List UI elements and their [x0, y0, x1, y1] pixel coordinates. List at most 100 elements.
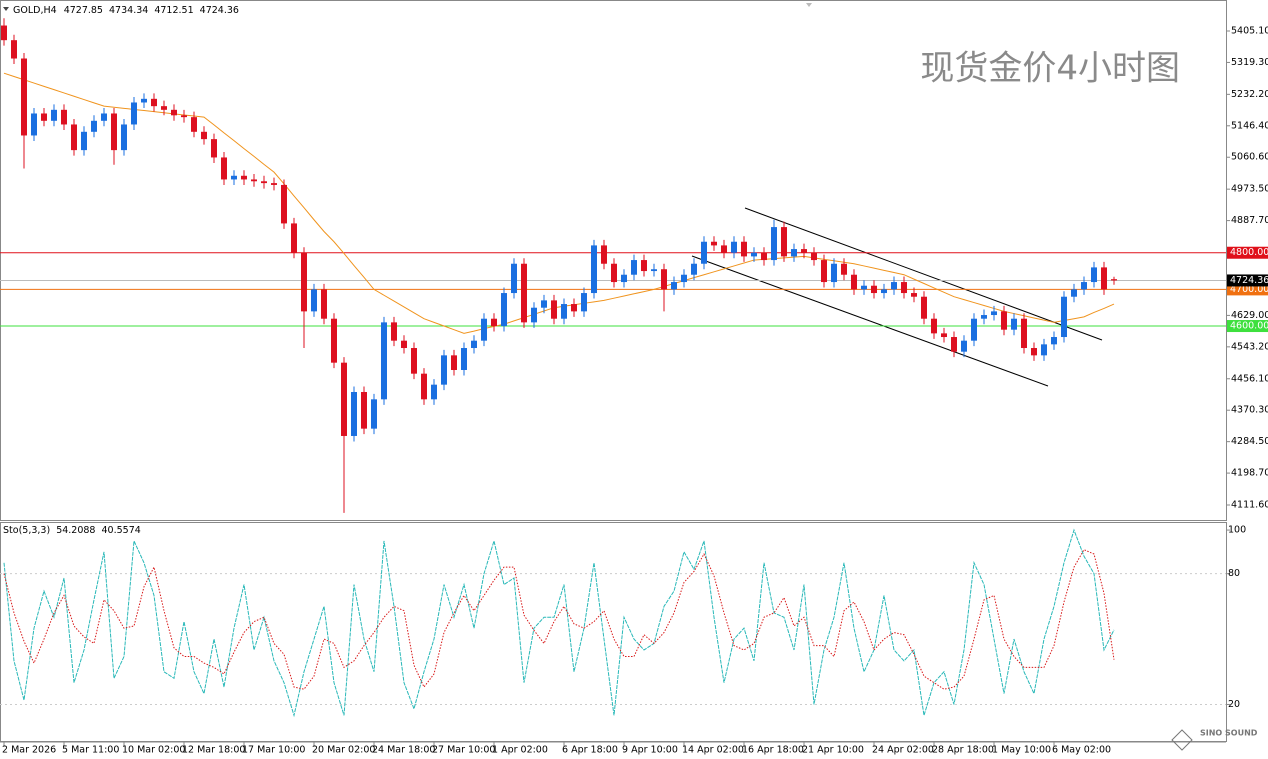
x-tick-label: 28 Apr 18:00	[932, 745, 994, 756]
y-tick-label: 4629.00	[1231, 310, 1268, 321]
candle-body	[231, 175, 237, 180]
candle-body	[771, 227, 777, 261]
candle-body	[551, 300, 557, 319]
x-tick-label: 14 Apr 02:00	[682, 745, 744, 756]
candle-body	[591, 245, 597, 294]
candle-body	[1041, 344, 1047, 356]
y-tick-label: 5232.20	[1231, 89, 1268, 100]
candle-body	[851, 274, 857, 290]
candle-body	[811, 252, 817, 261]
candle-body	[601, 245, 607, 264]
candle-body	[1031, 348, 1037, 356]
candle-body	[221, 157, 227, 180]
x-tick-label: 6 May 02:00	[1052, 745, 1111, 756]
candle-body	[381, 322, 387, 400]
x-tick-label: 1 May 10:00	[992, 745, 1051, 756]
candle-body	[271, 183, 277, 185]
candle-body	[131, 102, 137, 125]
candle-body	[81, 131, 87, 151]
candle-body	[751, 252, 757, 257]
y-tick-label: 4887.70	[1231, 215, 1268, 226]
indicator-header: Sto(5,3,3) 54.2088 40.5574	[3, 525, 141, 536]
candle-body	[951, 337, 957, 352]
candle-body	[1051, 337, 1057, 345]
candle-body	[631, 260, 637, 275]
candle-body	[91, 120, 97, 132]
x-tick-label: 1 Apr 02:00	[492, 745, 548, 756]
candle-body	[51, 109, 57, 121]
candle-body	[971, 318, 977, 341]
candle-body	[421, 373, 427, 400]
symbol-header: GOLD,H4 4727.85 4734.34 4712.51 4724.36	[13, 5, 239, 16]
candle-body	[441, 355, 447, 385]
candle-body	[941, 333, 947, 338]
candle-body	[1101, 267, 1107, 290]
level-label: 4700.00	[1230, 284, 1268, 295]
chart-title: 现货金价4小时图	[920, 49, 1180, 89]
watermark: SINO SOUND	[1200, 729, 1258, 738]
candle-body	[721, 245, 727, 253]
x-tick-label: 16 Apr 18:00	[742, 745, 804, 756]
y-tick-label: 4284.50	[1231, 436, 1268, 447]
candle-body	[531, 307, 537, 323]
x-tick-label: 10 Mar 02:00	[122, 745, 185, 756]
candle-body	[561, 304, 567, 319]
y-tick-label: 5146.40	[1231, 120, 1268, 131]
candle-body	[801, 249, 807, 253]
candle-body	[291, 223, 297, 253]
price-pane	[0, 0, 1227, 521]
candle-body	[471, 340, 477, 349]
y-tick-label: 80	[1228, 568, 1240, 579]
y-tick-label: 4370.30	[1231, 405, 1268, 416]
level-label: 4800.00	[1230, 247, 1268, 258]
candle-body	[791, 249, 797, 257]
candle-body	[871, 285, 877, 294]
y-tick-label: 100	[1228, 525, 1246, 536]
x-tick-label: 5 Mar 11:00	[62, 745, 119, 756]
candle-body	[1111, 279, 1117, 281]
y-tick-label: 5319.30	[1231, 57, 1268, 68]
x-tick-label: 20 Mar 02:00	[312, 745, 375, 756]
candle-body	[101, 113, 107, 121]
candle-body	[711, 241, 717, 246]
candle-body	[431, 384, 437, 400]
candle-body	[731, 241, 737, 253]
candle-body	[1, 25, 7, 41]
x-tick-label: 24 Mar 18:00	[372, 745, 435, 756]
candle-body	[161, 106, 167, 110]
candle-body	[521, 263, 527, 323]
candle-body	[241, 175, 247, 180]
candle-body	[61, 109, 67, 125]
y-tick-label: 5405.10	[1231, 25, 1268, 36]
open: 4727.85	[64, 5, 103, 16]
close: 4724.36	[200, 5, 239, 16]
candle-body	[1091, 267, 1097, 283]
symbol: GOLD,H4	[13, 5, 57, 16]
x-tick-label: 12 Mar 18:00	[182, 745, 245, 756]
candle-body	[1001, 311, 1007, 330]
candle-body	[831, 263, 837, 283]
candle-body	[171, 109, 177, 116]
candle-body	[501, 293, 507, 327]
candle-body	[141, 98, 147, 103]
y-tick-label: 4456.10	[1231, 373, 1268, 384]
candle-body	[641, 260, 647, 272]
indicator-line	[3, 549, 1115, 690]
logo-icon	[1171, 729, 1193, 751]
candle-body	[281, 184, 287, 224]
candle-body	[41, 113, 47, 121]
candle-body	[651, 269, 657, 272]
candle-body	[661, 269, 667, 290]
candle-body	[1011, 318, 1017, 330]
candle-body	[691, 263, 697, 275]
candle-body	[821, 260, 827, 283]
current-price-box	[1227, 274, 1268, 287]
indicator-label: Sto(5,3,3)	[3, 525, 50, 536]
candle-body	[1021, 318, 1027, 349]
level-label-box	[1227, 246, 1268, 259]
candle-body	[321, 289, 327, 319]
candle-body	[121, 124, 127, 151]
candle-body	[511, 263, 517, 294]
candle-body	[111, 113, 117, 151]
